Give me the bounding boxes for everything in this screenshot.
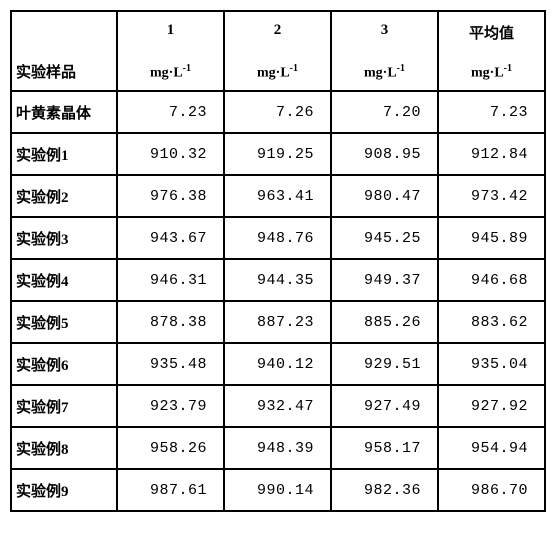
- value-cell: 7.26: [224, 91, 331, 133]
- value-cell: 887.23: [224, 301, 331, 343]
- row-label: 实验例8: [11, 427, 117, 469]
- value-cell: 949.37: [331, 259, 438, 301]
- value-cell: 987.61: [117, 469, 224, 511]
- header-col-2: 2 mg·L-1: [224, 11, 331, 91]
- value-cell: 986.70: [438, 469, 545, 511]
- value-cell: 927.92: [438, 385, 545, 427]
- header-col-2-top: 2: [225, 22, 330, 39]
- table-row: 实验例7923.79932.47927.49927.92: [11, 385, 545, 427]
- value-cell: 976.38: [117, 175, 224, 217]
- header-col-3-top: 3: [332, 22, 437, 39]
- value-cell: 935.04: [438, 343, 545, 385]
- value-cell: 944.35: [224, 259, 331, 301]
- row-label: 叶黄素晶体: [11, 91, 117, 133]
- row-label: 实验例6: [11, 343, 117, 385]
- header-col-avg-top: 平均值: [439, 22, 544, 43]
- value-cell: 912.84: [438, 133, 545, 175]
- value-cell: 990.14: [224, 469, 331, 511]
- row-label: 实验例9: [11, 469, 117, 511]
- header-col-2-unit: mg·L-1: [225, 63, 330, 82]
- table-body: 叶黄素晶体7.237.267.207.23实验例1910.32919.25908…: [11, 91, 545, 511]
- value-cell: 923.79: [117, 385, 224, 427]
- value-cell: 963.41: [224, 175, 331, 217]
- row-label: 实验例7: [11, 385, 117, 427]
- value-cell: 878.38: [117, 301, 224, 343]
- table-row: 叶黄素晶体7.237.267.207.23: [11, 91, 545, 133]
- value-cell: 932.47: [224, 385, 331, 427]
- table-row: 实验例5878.38887.23885.26883.62: [11, 301, 545, 343]
- value-cell: 919.25: [224, 133, 331, 175]
- header-col-1-top: 1: [118, 22, 223, 39]
- value-cell: 943.67: [117, 217, 224, 259]
- value-cell: 7.20: [331, 91, 438, 133]
- row-label: 实验例1: [11, 133, 117, 175]
- value-cell: 958.17: [331, 427, 438, 469]
- value-cell: 7.23: [438, 91, 545, 133]
- table-row: 实验例6935.48940.12929.51935.04: [11, 343, 545, 385]
- table-row: 实验例1910.32919.25908.95912.84: [11, 133, 545, 175]
- data-table: 实验样品 1 mg·L-1 2 mg·L-1 3 mg·L-1 平均值 mg·L…: [10, 10, 546, 512]
- header-row-label: 实验样品: [16, 61, 76, 82]
- value-cell: 948.39: [224, 427, 331, 469]
- header-col-avg-unit: mg·L-1: [439, 63, 544, 82]
- value-cell: 958.26: [117, 427, 224, 469]
- value-cell: 945.25: [331, 217, 438, 259]
- value-cell: 946.68: [438, 259, 545, 301]
- header-col-1: 1 mg·L-1: [117, 11, 224, 91]
- row-label: 实验例3: [11, 217, 117, 259]
- value-cell: 929.51: [331, 343, 438, 385]
- header-col-avg: 平均值 mg·L-1: [438, 11, 545, 91]
- value-cell: 954.94: [438, 427, 545, 469]
- value-cell: 927.49: [331, 385, 438, 427]
- row-label: 实验例2: [11, 175, 117, 217]
- value-cell: 910.32: [117, 133, 224, 175]
- value-cell: 908.95: [331, 133, 438, 175]
- header-col-1-unit: mg·L-1: [118, 63, 223, 82]
- value-cell: 885.26: [331, 301, 438, 343]
- row-label: 实验例5: [11, 301, 117, 343]
- header-row-label-cell: 实验样品: [11, 11, 117, 91]
- value-cell: 940.12: [224, 343, 331, 385]
- header-row: 实验样品 1 mg·L-1 2 mg·L-1 3 mg·L-1 平均值 mg·L…: [11, 11, 545, 91]
- table-row: 实验例3943.67948.76945.25945.89: [11, 217, 545, 259]
- value-cell: 982.36: [331, 469, 438, 511]
- value-cell: 948.76: [224, 217, 331, 259]
- header-col-3: 3 mg·L-1: [331, 11, 438, 91]
- table-row: 实验例4946.31944.35949.37946.68: [11, 259, 545, 301]
- table-row: 实验例9987.61990.14982.36986.70: [11, 469, 545, 511]
- value-cell: 945.89: [438, 217, 545, 259]
- value-cell: 935.48: [117, 343, 224, 385]
- value-cell: 7.23: [117, 91, 224, 133]
- value-cell: 980.47: [331, 175, 438, 217]
- value-cell: 883.62: [438, 301, 545, 343]
- table-row: 实验例8958.26948.39958.17954.94: [11, 427, 545, 469]
- value-cell: 973.42: [438, 175, 545, 217]
- table-row: 实验例2976.38963.41980.47973.42: [11, 175, 545, 217]
- value-cell: 946.31: [117, 259, 224, 301]
- row-label: 实验例4: [11, 259, 117, 301]
- header-col-3-unit: mg·L-1: [332, 63, 437, 82]
